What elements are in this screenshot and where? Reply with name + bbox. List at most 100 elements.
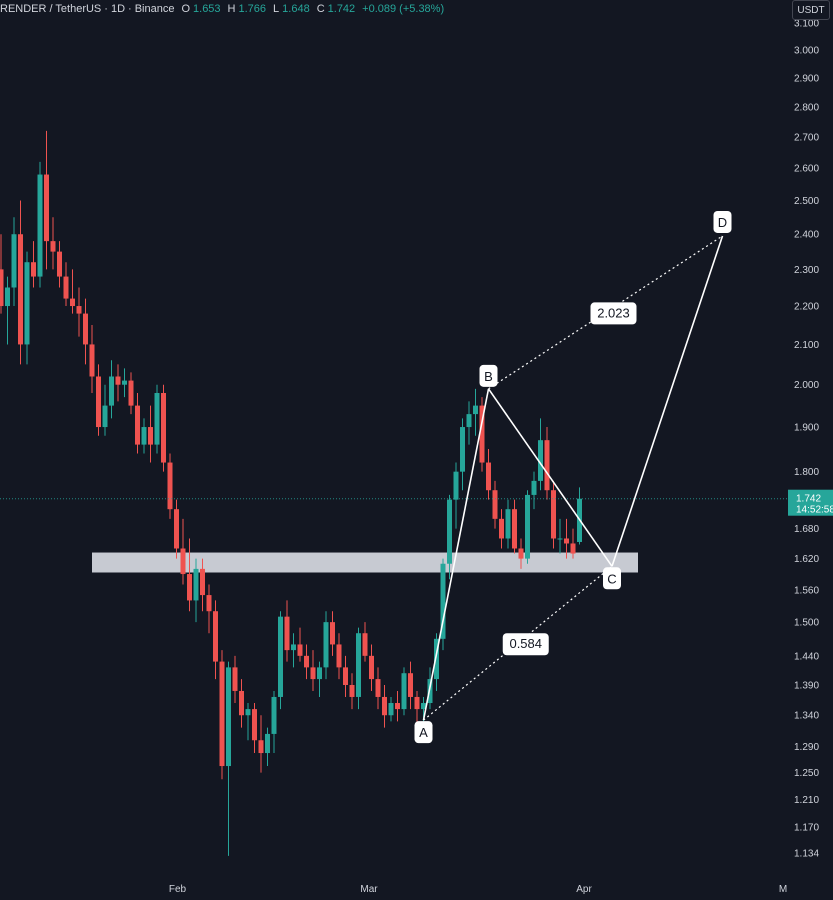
candle[interactable] xyxy=(11,234,17,288)
candle[interactable] xyxy=(265,733,270,754)
candle[interactable] xyxy=(434,638,439,680)
candle[interactable] xyxy=(505,509,511,539)
candle[interactable] xyxy=(492,490,498,519)
ratio-line[interactable] xyxy=(488,235,723,390)
candle[interactable] xyxy=(440,563,446,639)
candle[interactable] xyxy=(356,633,361,697)
candle[interactable] xyxy=(70,298,75,307)
candle[interactable] xyxy=(271,696,277,734)
candle[interactable] xyxy=(499,518,504,539)
candle[interactable] xyxy=(232,667,238,691)
candle[interactable] xyxy=(18,234,23,345)
candle[interactable] xyxy=(362,633,368,656)
candle[interactable] xyxy=(473,405,478,415)
candle[interactable] xyxy=(239,690,244,716)
candle[interactable] xyxy=(135,405,140,445)
pattern-leg[interactable] xyxy=(487,388,613,567)
candle[interactable] xyxy=(128,380,134,406)
candle[interactable] xyxy=(76,306,82,314)
candle[interactable] xyxy=(291,644,296,651)
candle[interactable] xyxy=(115,376,121,385)
candle[interactable] xyxy=(206,595,212,612)
candle[interactable] xyxy=(330,622,335,645)
candle[interactable] xyxy=(421,703,426,710)
candle[interactable] xyxy=(453,471,459,500)
candle[interactable] xyxy=(349,685,355,697)
candle[interactable] xyxy=(258,740,264,754)
candle[interactable] xyxy=(382,696,387,716)
candle[interactable] xyxy=(447,499,452,564)
candle[interactable] xyxy=(544,440,550,491)
candle[interactable] xyxy=(310,667,316,680)
candle[interactable] xyxy=(297,644,303,656)
candle[interactable] xyxy=(102,405,108,428)
candle[interactable] xyxy=(50,241,56,252)
candle[interactable] xyxy=(343,667,348,686)
candle[interactable] xyxy=(570,543,576,554)
candle[interactable] xyxy=(5,287,10,307)
candle[interactable] xyxy=(122,380,127,385)
candle[interactable] xyxy=(226,667,231,767)
candle[interactable] xyxy=(180,548,186,575)
candle[interactable] xyxy=(323,622,329,668)
candle[interactable] xyxy=(525,494,530,559)
candle[interactable] xyxy=(96,376,101,428)
pattern-point-box[interactable] xyxy=(713,210,732,233)
candle[interactable] xyxy=(63,276,69,299)
currency-button[interactable]: USDT xyxy=(792,0,830,20)
candle[interactable] xyxy=(551,490,556,539)
pattern-point-box[interactable] xyxy=(603,567,621,590)
candle[interactable] xyxy=(154,393,160,445)
candle[interactable] xyxy=(531,480,537,495)
candle[interactable] xyxy=(414,696,420,710)
candle[interactable] xyxy=(83,313,88,345)
candle[interactable] xyxy=(479,405,485,463)
candle[interactable] xyxy=(304,655,309,668)
candle[interactable] xyxy=(388,703,394,716)
candle[interactable] xyxy=(512,509,517,549)
candle[interactable] xyxy=(24,262,30,345)
pattern-leg[interactable] xyxy=(611,235,724,567)
candle[interactable] xyxy=(187,574,192,601)
symbol-name[interactable]: RENDER / TetherUS xyxy=(0,3,102,15)
candle[interactable] xyxy=(167,462,173,510)
candle[interactable] xyxy=(401,673,407,710)
candle[interactable] xyxy=(564,538,569,544)
candle[interactable] xyxy=(278,616,283,697)
candle[interactable] xyxy=(37,174,43,277)
candle[interactable] xyxy=(466,414,472,428)
candle[interactable] xyxy=(141,427,147,445)
candle[interactable] xyxy=(31,262,36,277)
candle[interactable] xyxy=(252,709,257,741)
candle[interactable] xyxy=(44,174,49,242)
candle[interactable] xyxy=(57,251,62,277)
pattern-point-box[interactable] xyxy=(479,364,498,387)
candle[interactable] xyxy=(193,568,199,601)
candle[interactable] xyxy=(213,611,218,662)
pattern-leg[interactable] xyxy=(422,388,490,721)
candle[interactable] xyxy=(109,376,114,406)
candle[interactable] xyxy=(336,644,342,668)
candle[interactable] xyxy=(486,462,491,491)
candle[interactable] xyxy=(284,616,290,651)
candle[interactable] xyxy=(557,538,563,540)
interval-label[interactable]: 1D xyxy=(110,3,126,15)
candle[interactable] xyxy=(245,709,251,716)
candle[interactable] xyxy=(219,661,225,767)
candle[interactable] xyxy=(0,269,4,307)
candle[interactable] xyxy=(395,703,400,710)
candle[interactable] xyxy=(174,509,179,549)
candle[interactable] xyxy=(89,344,95,377)
candle[interactable] xyxy=(408,673,413,697)
pattern-point-box[interactable] xyxy=(414,721,433,744)
candle[interactable] xyxy=(200,568,205,596)
candle[interactable] xyxy=(317,667,322,680)
candle[interactable] xyxy=(375,679,381,697)
candle[interactable] xyxy=(161,393,166,463)
candle[interactable] xyxy=(148,427,153,445)
candle[interactable] xyxy=(460,427,465,472)
candle[interactable] xyxy=(538,440,543,481)
candle[interactable] xyxy=(518,548,524,559)
candle[interactable] xyxy=(369,655,374,680)
